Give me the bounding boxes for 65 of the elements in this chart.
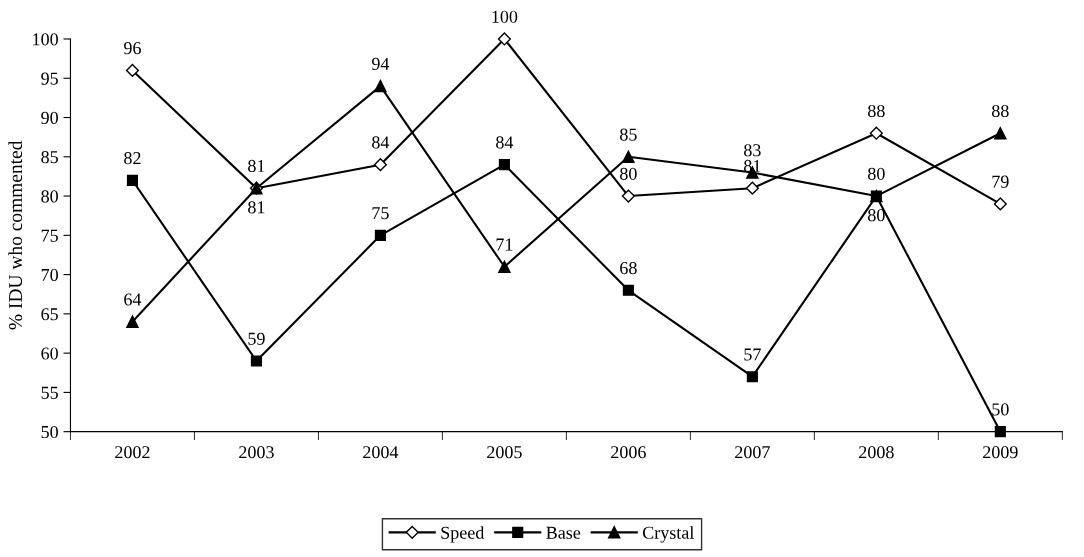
legend-label: Crystal: [642, 526, 694, 543]
point: [994, 426, 1006, 438]
point: [993, 197, 1007, 211]
data-label: 84: [496, 136, 514, 149]
y-tick-label: 55: [41, 386, 58, 399]
x-tick-label: 2006: [611, 446, 646, 459]
data-label: 80: [620, 167, 637, 180]
point: [746, 371, 758, 383]
point: [373, 158, 388, 172]
data-label: 85: [620, 128, 637, 141]
point: [374, 79, 387, 93]
x-tick-label: 2008: [859, 446, 894, 459]
point: [622, 150, 635, 164]
data-label: 81: [248, 201, 265, 214]
data-label: 75: [372, 207, 389, 220]
data-label: 68: [620, 261, 637, 275]
point: [869, 126, 883, 140]
point: [125, 63, 140, 77]
data-label: 79: [992, 175, 1009, 188]
point: [621, 189, 635, 203]
y-tick-label: 50: [41, 425, 58, 439]
data-label: 83: [744, 144, 761, 157]
data-label: 80: [868, 209, 885, 222]
data-label: 64: [124, 293, 142, 306]
point: [994, 126, 1007, 140]
x-tick-label: 2002: [115, 446, 150, 459]
legend-label: Speed: [441, 526, 485, 543]
x-tick-label: 2009: [983, 446, 1018, 459]
y-tick-label: 100: [33, 33, 58, 46]
data-label: 71: [496, 238, 513, 251]
data-label: 59: [248, 332, 265, 345]
data-label: 88: [991, 104, 1009, 118]
point: [250, 355, 262, 367]
y-tick-label: 70: [41, 268, 58, 282]
point: [498, 260, 511, 273]
point: [497, 32, 511, 46]
data-label: 96: [124, 42, 141, 55]
y-tick-label: 75: [41, 229, 58, 242]
legend-label: Base: [546, 526, 581, 539]
y-axis-title: % IDU who commented: [8, 140, 23, 330]
point: [745, 181, 759, 195]
point: [622, 284, 634, 296]
data-label: 57: [744, 348, 761, 361]
point: [126, 174, 139, 186]
x-tick-label: 2004: [363, 446, 399, 459]
point: [374, 229, 386, 241]
x-tick-label: 2003: [239, 446, 274, 459]
x-tick-label: 2005: [487, 446, 522, 459]
data-label: 84: [372, 136, 390, 149]
data-label: 50: [992, 403, 1009, 416]
x-tick-label: 2007: [735, 446, 770, 459]
y-tick-label: 60: [41, 347, 58, 360]
y-tick-label: 85: [41, 151, 58, 164]
y-tick-label: 80: [41, 190, 58, 203]
point: [126, 315, 139, 328]
y-tick-label: 90: [41, 111, 58, 124]
data-label: 94: [371, 57, 390, 70]
y-tick-label: 65: [41, 308, 58, 321]
data-label: 80: [868, 167, 885, 180]
point: [498, 159, 510, 171]
data-label: 82: [124, 152, 141, 165]
data-label: 88: [868, 104, 885, 118]
y-tick-label: 95: [41, 72, 58, 85]
data-label: 81: [248, 159, 265, 173]
data-label: 100: [492, 10, 518, 23]
